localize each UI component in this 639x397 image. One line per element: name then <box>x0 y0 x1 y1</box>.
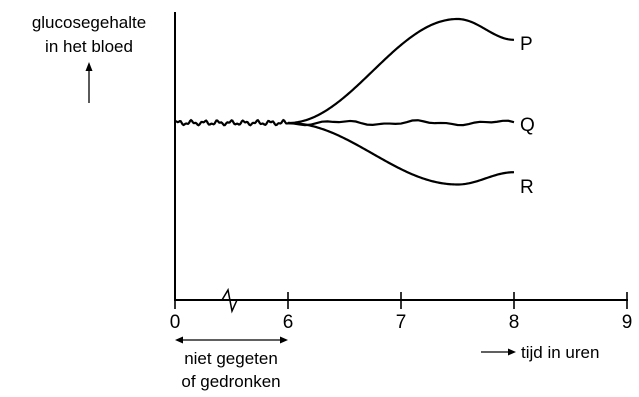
y-axis-label-line-1: glucosegehalte <box>32 13 146 32</box>
series-label-R: R <box>520 177 534 198</box>
axis-break-icon <box>221 287 238 314</box>
annotation-line-2: of gedronken <box>181 372 280 391</box>
x-tick-label-8: 8 <box>509 312 520 333</box>
y-axis-arrow-icon <box>85 62 93 103</box>
x-tick-label-9: 9 <box>622 312 633 333</box>
x-axis-arrow-icon <box>481 348 516 356</box>
series-line-Q <box>174 118 515 127</box>
x-tick-label-6: 6 <box>283 312 294 333</box>
series-line-P <box>287 17 515 125</box>
y-axis-label-line-2: in het bloed <box>45 37 133 56</box>
fasting-period-arrow-icon <box>175 336 288 344</box>
series-line-R <box>287 121 515 186</box>
x-tick-label-7: 7 <box>396 312 407 333</box>
x-axis-ticks <box>174 292 628 309</box>
series-label-P: P <box>520 34 533 55</box>
annotation-line-1: niet gegeten <box>184 349 278 368</box>
x-axis-label: tijd in uren <box>521 343 599 362</box>
x-tick-label-0: 0 <box>170 312 181 333</box>
series-label-Q: Q <box>520 115 535 136</box>
